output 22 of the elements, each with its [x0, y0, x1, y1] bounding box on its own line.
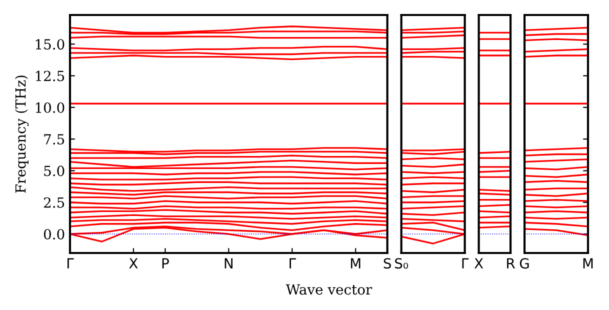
y-axis-title: Frequency (THz)	[15, 76, 29, 193]
x-tick-label: M	[583, 258, 593, 268]
y-tick-label: 15.0	[36, 39, 64, 50]
x-tick-label: R	[507, 258, 515, 268]
x-tick-label: X	[129, 258, 138, 268]
x-tick-label: G	[520, 258, 529, 269]
y-tick-label: 0.0	[44, 228, 64, 240]
x-tick-label: Γ	[290, 258, 296, 268]
x-axis-title: Wave vector	[286, 284, 372, 295]
x-tick-label: M	[350, 258, 360, 268]
x-tick-label: N	[224, 258, 232, 268]
x-tick-label: Γ	[67, 258, 74, 268]
y-tick-label: 12.5	[36, 70, 64, 82]
x-tick-label: S	[384, 258, 391, 269]
x-tick-label: X	[474, 258, 484, 268]
y-tick-label: 5.0	[44, 166, 64, 176]
y-tick-label: 7.5	[44, 134, 64, 145]
x-tick-label: P	[162, 258, 169, 268]
x-tick-label: Γ	[462, 258, 469, 268]
y-tick-label: 10.0	[36, 102, 64, 113]
y-tick-label: 2.5	[44, 197, 64, 208]
x-tick-label: S₀	[395, 258, 408, 269]
